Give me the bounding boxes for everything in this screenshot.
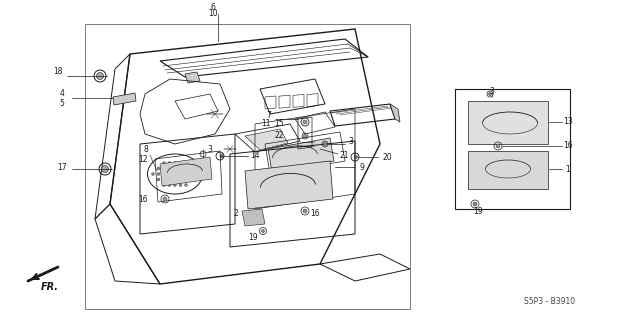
Circle shape (173, 167, 177, 170)
Text: 3: 3 (207, 145, 212, 153)
Circle shape (168, 173, 171, 175)
Circle shape (102, 166, 109, 173)
Text: 16: 16 (138, 195, 148, 204)
Circle shape (168, 183, 171, 187)
Text: 2: 2 (233, 210, 238, 219)
Text: 8: 8 (143, 145, 148, 154)
Text: 15: 15 (275, 120, 284, 129)
Text: 14: 14 (250, 152, 260, 160)
Circle shape (173, 173, 177, 175)
Circle shape (473, 202, 477, 206)
Circle shape (262, 229, 264, 233)
Circle shape (163, 173, 166, 175)
Polygon shape (242, 209, 265, 226)
Circle shape (179, 183, 182, 187)
Circle shape (168, 167, 171, 170)
Circle shape (184, 183, 188, 187)
Text: 5: 5 (60, 99, 65, 108)
Circle shape (173, 161, 177, 165)
Circle shape (179, 167, 182, 170)
Text: 19: 19 (473, 206, 483, 216)
Polygon shape (245, 161, 333, 209)
Circle shape (173, 183, 177, 187)
Circle shape (152, 173, 154, 175)
Circle shape (190, 178, 193, 181)
Polygon shape (468, 151, 548, 189)
Circle shape (184, 161, 188, 165)
Circle shape (190, 167, 193, 170)
Circle shape (220, 154, 224, 158)
Polygon shape (268, 138, 334, 172)
Circle shape (163, 167, 166, 170)
Circle shape (163, 183, 166, 187)
Circle shape (323, 143, 326, 145)
Text: 11: 11 (262, 118, 271, 128)
Circle shape (163, 178, 166, 181)
Circle shape (184, 178, 188, 181)
Circle shape (488, 93, 492, 95)
Text: 17: 17 (57, 162, 67, 172)
Text: 3: 3 (349, 137, 353, 146)
Text: FR.: FR. (41, 282, 59, 292)
Polygon shape (160, 157, 212, 186)
Circle shape (496, 144, 500, 148)
Text: 20: 20 (382, 152, 392, 161)
Circle shape (190, 173, 193, 175)
Text: 4: 4 (60, 90, 65, 99)
Text: 1: 1 (566, 165, 570, 174)
Text: 18: 18 (53, 68, 63, 77)
Circle shape (303, 209, 307, 213)
Circle shape (157, 167, 160, 170)
Circle shape (179, 173, 182, 175)
Circle shape (303, 135, 307, 137)
Polygon shape (185, 72, 200, 83)
Circle shape (179, 178, 182, 181)
Circle shape (184, 173, 188, 175)
Circle shape (173, 178, 177, 181)
Circle shape (184, 167, 188, 170)
Circle shape (163, 161, 166, 165)
Circle shape (157, 178, 160, 181)
Polygon shape (113, 93, 136, 105)
Circle shape (355, 155, 358, 159)
Polygon shape (468, 101, 548, 144)
Circle shape (157, 173, 160, 175)
Circle shape (163, 197, 167, 201)
Text: S5P3 - B3910: S5P3 - B3910 (524, 296, 575, 306)
Polygon shape (245, 129, 288, 150)
Circle shape (179, 161, 182, 165)
Text: 22: 22 (275, 131, 284, 140)
Text: 19: 19 (248, 233, 258, 241)
Text: 3: 3 (490, 86, 495, 95)
Circle shape (168, 161, 171, 165)
Circle shape (168, 178, 171, 181)
Circle shape (303, 120, 307, 124)
Text: 12: 12 (138, 154, 148, 164)
Text: 9: 9 (360, 162, 364, 172)
Text: 16: 16 (310, 210, 320, 219)
Circle shape (195, 173, 198, 175)
Circle shape (97, 72, 104, 79)
Text: 6: 6 (211, 3, 216, 11)
Text: 21: 21 (339, 151, 349, 160)
Text: 16: 16 (563, 142, 573, 151)
Text: 7: 7 (266, 112, 271, 121)
Polygon shape (390, 104, 400, 122)
Text: 13: 13 (563, 117, 573, 127)
Text: 10: 10 (208, 10, 218, 19)
